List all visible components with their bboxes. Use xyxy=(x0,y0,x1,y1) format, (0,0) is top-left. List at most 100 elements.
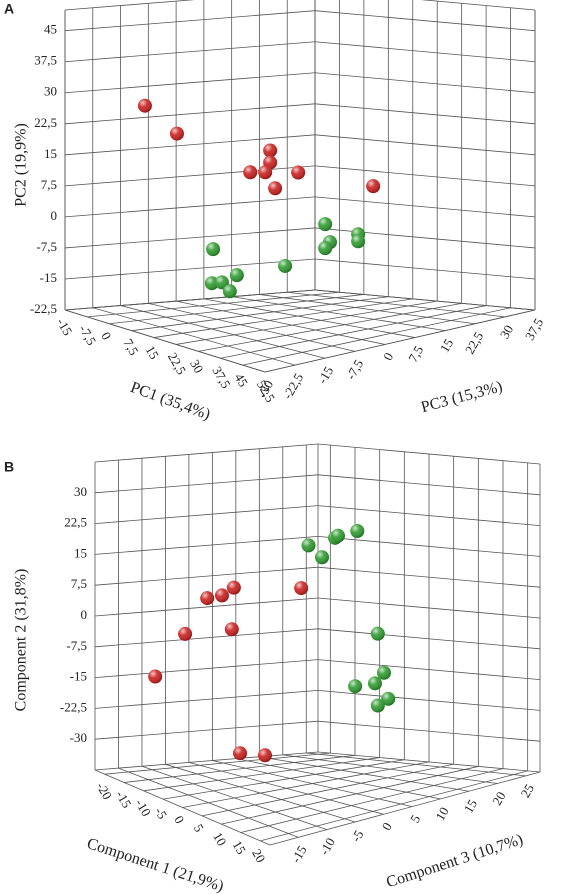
grid-line xyxy=(64,258,316,280)
grid-line xyxy=(143,757,380,792)
grid-line xyxy=(64,196,316,218)
y-tick-label: 22,5 xyxy=(64,515,87,530)
z-tick-label: 0 xyxy=(380,350,396,363)
grid-line xyxy=(94,628,319,648)
point-shine xyxy=(301,538,316,553)
axis-title: PC1 (35,4%) xyxy=(128,379,212,424)
x-tick-label: 37,5 xyxy=(209,364,233,391)
grid-line xyxy=(94,566,319,586)
point-shine xyxy=(178,626,193,641)
grid-line xyxy=(64,72,316,94)
point-shine xyxy=(263,143,278,158)
point-shine xyxy=(315,550,330,565)
grid-line xyxy=(314,227,536,249)
grid-line xyxy=(259,756,470,792)
z-tick-label: -15 xyxy=(315,364,337,387)
point-shine xyxy=(348,679,363,694)
grid-line xyxy=(314,72,536,94)
grid-line xyxy=(118,767,299,838)
grid-line xyxy=(182,761,430,808)
grid-line xyxy=(314,10,536,32)
y-tick-label: 0 xyxy=(81,607,88,622)
x-tick-label: -5 xyxy=(152,805,170,822)
x-tick-label: 0 xyxy=(98,329,114,342)
grid-line xyxy=(64,103,316,125)
grid-line xyxy=(94,597,319,617)
grid-line xyxy=(235,758,441,800)
y-tick-label: 15 xyxy=(44,146,57,161)
x-tick-label: 20 xyxy=(249,846,268,865)
point-shine xyxy=(370,698,385,713)
x-tick-label: -15 xyxy=(54,315,76,338)
point-shine xyxy=(214,275,229,290)
z-tick-label: 0 xyxy=(379,820,395,833)
grid-line xyxy=(314,196,536,218)
y-tick-label: 22,5 xyxy=(34,115,57,130)
point-shine xyxy=(268,181,283,196)
grid-line xyxy=(87,291,340,318)
z-tick-label: 15 xyxy=(437,336,456,355)
y-tick-label: 7,5 xyxy=(41,177,57,192)
point-shine xyxy=(350,523,365,538)
x-tick-label: 5 xyxy=(191,821,207,834)
x-tick-label: 22,5 xyxy=(165,350,189,377)
grid-line xyxy=(64,134,316,156)
point-shine xyxy=(224,622,239,637)
point-shine xyxy=(278,258,293,273)
x-tick-label: 0 xyxy=(171,813,187,826)
grid-line xyxy=(94,720,319,740)
grid-line xyxy=(240,768,504,833)
z-tick-label: 7,5 xyxy=(405,343,426,365)
grid-line xyxy=(282,754,498,784)
grid-line xyxy=(314,41,536,63)
axis-title: Component 3 (10,7%) xyxy=(384,831,525,891)
grid-line xyxy=(212,760,413,807)
point-shine xyxy=(318,241,333,256)
grid-line xyxy=(94,690,319,709)
point-shine xyxy=(222,284,237,299)
point-shine xyxy=(200,591,215,606)
grid-line xyxy=(64,165,316,187)
point-shine xyxy=(258,165,273,180)
grid-line xyxy=(94,659,319,678)
grid-line xyxy=(306,752,526,777)
z-tick-label: 5 xyxy=(407,812,423,825)
grid-line xyxy=(64,309,266,373)
grid-line xyxy=(64,289,316,311)
grid-line xyxy=(148,302,356,352)
point-shine xyxy=(257,748,272,763)
z-tick-label: 20 xyxy=(489,789,508,808)
point-shine xyxy=(294,581,309,596)
axis-title: PC3 (15,3%) xyxy=(419,378,504,416)
grid-line xyxy=(64,10,316,32)
z-tick-label: 30 xyxy=(497,322,516,341)
x-tick-label: 30 xyxy=(187,357,206,376)
y-tick-label: -30 xyxy=(70,730,87,745)
grid-line xyxy=(109,294,364,325)
point-shine xyxy=(169,126,184,141)
z-tick-label: -10 xyxy=(316,835,338,858)
z-tick-label: -22,5 xyxy=(280,371,307,402)
x-tick-label: -20 xyxy=(94,780,116,803)
point-shine xyxy=(370,626,385,641)
grid-line xyxy=(287,291,506,318)
y-tick-label: 7,5 xyxy=(71,576,87,591)
point-shine xyxy=(229,268,244,283)
point-shine xyxy=(366,179,381,194)
grid-line xyxy=(165,763,356,823)
grid-line xyxy=(104,752,331,775)
y-tick-label: 30 xyxy=(44,84,57,99)
y-tick-label: 0 xyxy=(51,208,58,223)
x-tick-label: 15 xyxy=(230,838,249,857)
grid-line xyxy=(64,227,316,249)
x-tick-label: 7,5 xyxy=(120,336,141,358)
y-tick-label: -7,5 xyxy=(36,239,57,254)
grid-line xyxy=(264,309,536,373)
y-tick-label: 15 xyxy=(74,545,87,560)
y-tick-label: 30 xyxy=(74,484,87,499)
frame-edge xyxy=(94,443,319,463)
grid-line xyxy=(260,770,528,842)
point-shine xyxy=(148,669,163,684)
grid-line xyxy=(141,765,327,831)
z-tick-label: 37,5 xyxy=(522,315,546,342)
